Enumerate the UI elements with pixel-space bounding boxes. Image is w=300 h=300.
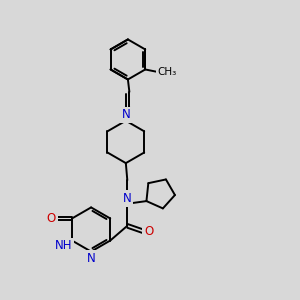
Text: N: N xyxy=(122,108,130,121)
Text: O: O xyxy=(144,225,153,238)
Text: CH₃: CH₃ xyxy=(158,68,177,77)
Text: NH: NH xyxy=(55,239,73,252)
Text: O: O xyxy=(47,212,56,225)
Text: N: N xyxy=(87,252,95,265)
Text: N: N xyxy=(123,192,132,205)
